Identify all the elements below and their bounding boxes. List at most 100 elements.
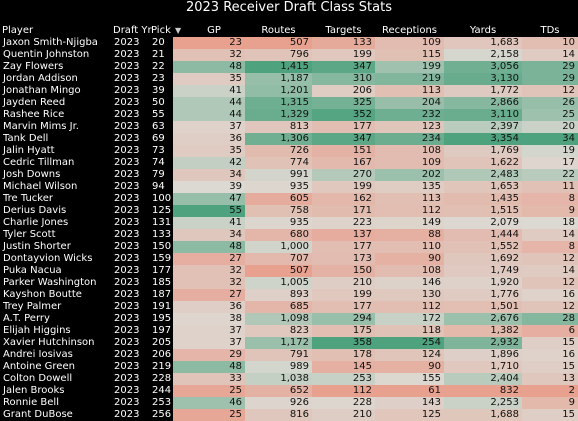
- gp-cell: 37: [173, 325, 245, 337]
- player-name: Justin Shorter: [0, 241, 111, 253]
- draft-year: 2023: [111, 217, 149, 229]
- yards-cell: 1,622: [444, 157, 522, 169]
- header-gp[interactable]: GP: [207, 25, 221, 36]
- pick-number: 219: [149, 361, 173, 373]
- yards-cell: 2,397: [444, 121, 522, 133]
- gp-cell: 27: [173, 253, 245, 265]
- tds-cell: 19: [522, 145, 578, 157]
- targets-cell: 358: [312, 337, 375, 349]
- tds-cell: 25: [522, 109, 578, 121]
- routes-cell: 1,187: [245, 73, 312, 85]
- table-row: Jalen Brooks 2023 244 25 652 112 61 832 2: [0, 385, 578, 397]
- routes-cell: 680: [245, 229, 312, 241]
- receptions-cell: 199: [375, 61, 444, 73]
- pick-number: 187: [149, 289, 173, 301]
- player-name: Puka Nacua: [0, 265, 111, 277]
- draft-year: 2023: [111, 61, 149, 73]
- receptions-cell: 143: [375, 397, 444, 409]
- gp-cell: 44: [173, 97, 245, 109]
- routes-cell: 507: [245, 37, 312, 49]
- targets-cell: 228: [312, 397, 375, 409]
- tds-cell: 12: [522, 277, 578, 289]
- gp-cell: 27: [173, 289, 245, 301]
- gp-cell: 41: [173, 217, 245, 229]
- receptions-cell: 108: [375, 145, 444, 157]
- draft-year: 2023: [111, 361, 149, 373]
- header-receptions[interactable]: Receptions: [381, 25, 437, 36]
- table-row: Jayden Reed 2023 50 44 1,315 325 204 2,866 26: [0, 97, 578, 109]
- yards-cell: 3,056: [444, 61, 522, 73]
- routes-cell: 1,000: [245, 241, 312, 253]
- gp-cell: 37: [173, 121, 245, 133]
- pick-number: 253: [149, 397, 173, 409]
- draft-year: 2023: [111, 241, 149, 253]
- player-name: Zay Flowers: [0, 61, 111, 73]
- draft-year: 2023: [111, 73, 149, 85]
- header-targets[interactable]: Targets: [325, 25, 362, 36]
- player-name: Jalin Hyatt: [0, 145, 111, 157]
- pick-number: 20: [149, 37, 173, 49]
- sort-descending-icon[interactable]: ▼: [175, 26, 182, 35]
- player-name: Rashee Rice: [0, 109, 111, 121]
- draft-year: 2023: [111, 349, 149, 361]
- receptions-cell: 125: [375, 409, 444, 421]
- header-yards[interactable]: Yards: [469, 25, 497, 36]
- pick-number: 150: [149, 241, 173, 253]
- tds-cell: 16: [522, 289, 578, 301]
- player-name: Grant DuBose: [0, 409, 111, 421]
- draft-year: 2023: [111, 301, 149, 313]
- player-name: Kayshon Boutte: [0, 289, 111, 301]
- routes-cell: 1,201: [245, 85, 312, 97]
- tds-cell: 14: [522, 265, 578, 277]
- player-name: Michael Wilson: [0, 181, 111, 193]
- yards-cell: 3,130: [444, 73, 522, 85]
- gp-cell: 25: [173, 385, 245, 397]
- receptions-cell: 113: [375, 85, 444, 97]
- header-draft-yr[interactable]: Draft Yr: [113, 25, 152, 36]
- yards-cell: 1,444: [444, 229, 522, 241]
- targets-cell: 145: [312, 361, 375, 373]
- yards-cell: 1,769: [444, 145, 522, 157]
- receptions-cell: 88: [375, 229, 444, 241]
- table-row: Kayshon Boutte 2023 187 27 893 199 130 1,776 16: [0, 289, 578, 301]
- receptions-cell: 108: [375, 265, 444, 277]
- table-row: Trey Palmer 2023 191 36 685 177 112 1,501 12: [0, 301, 578, 313]
- yards-cell: 1,896: [444, 349, 522, 361]
- pick-number: 125: [149, 205, 173, 217]
- draft-year: 2023: [111, 181, 149, 193]
- player-name: Dontayvion Wicks: [0, 253, 111, 265]
- gp-cell: 32: [173, 49, 245, 61]
- draft-year: 2023: [111, 205, 149, 217]
- targets-cell: 137: [312, 229, 375, 241]
- pick-number: 74: [149, 157, 173, 169]
- pick-number: 177: [149, 265, 173, 277]
- tds-cell: 8: [522, 241, 578, 253]
- receptions-cell: 115: [375, 49, 444, 61]
- header-routes[interactable]: Routes: [261, 25, 296, 36]
- draft-year: 2023: [111, 253, 149, 265]
- receptions-cell: 90: [375, 361, 444, 373]
- draft-year: 2023: [111, 85, 149, 97]
- pick-number: 131: [149, 217, 173, 229]
- gp-cell: 48: [173, 61, 245, 73]
- draft-year: 2023: [111, 337, 149, 349]
- targets-cell: 151: [312, 145, 375, 157]
- receptions-cell: 109: [375, 37, 444, 49]
- tds-cell: 12: [522, 85, 578, 97]
- targets-cell: 206: [312, 85, 375, 97]
- header-tds[interactable]: TDs: [540, 25, 560, 36]
- gp-cell: 35: [173, 145, 245, 157]
- table-row: Dontayvion Wicks 2023 159 27 707 173 90 1,692 12: [0, 253, 578, 265]
- header-pick[interactable]: Pick: [151, 25, 171, 36]
- table-row: Puka Nacua 2023 177 32 507 150 108 1,749 14: [0, 265, 578, 277]
- header-player[interactable]: Player: [2, 25, 34, 36]
- targets-cell: 347: [312, 133, 375, 145]
- targets-cell: 270: [312, 169, 375, 181]
- player-name: Tyler Scott: [0, 229, 111, 241]
- receptions-cell: 90: [375, 253, 444, 265]
- draft-year: 2023: [111, 325, 149, 337]
- tds-cell: 2: [522, 385, 578, 397]
- draft-year: 2023: [111, 277, 149, 289]
- pick-number: 55: [149, 109, 173, 121]
- yards-cell: 1,772: [444, 85, 522, 97]
